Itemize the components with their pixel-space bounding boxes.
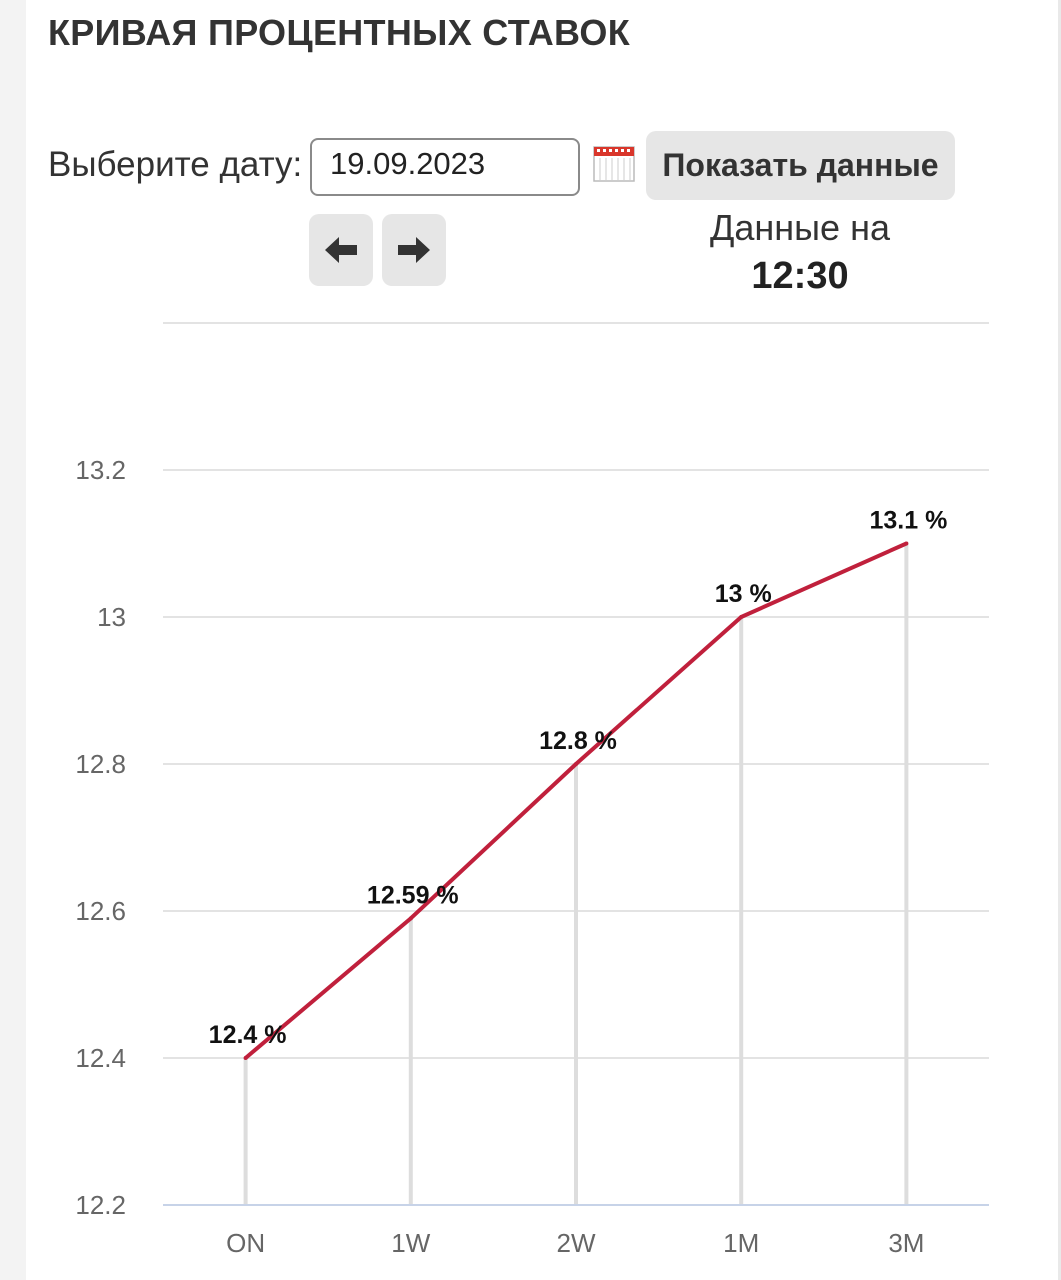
y-tick-label: 12.2 — [75, 1190, 126, 1220]
data-point — [574, 762, 578, 766]
previous-date-button[interactable] — [309, 214, 373, 286]
arrow-left-icon — [309, 235, 373, 265]
data-label: 13.1 % — [869, 507, 947, 535]
y-tick-label: 12.8 — [75, 749, 126, 779]
right-edge — [1058, 0, 1061, 1280]
data-label: 12.8 % — [539, 727, 617, 755]
next-date-button[interactable] — [382, 214, 446, 286]
yield-curve-chart: 12.2 12.4 12.6 12.8 13 13.2 12.4 % 12.59 % 12.8 … — [75, 322, 989, 1258]
calendar-icon[interactable] — [593, 146, 635, 182]
page-title: КРИВАЯ ПРОЦЕНТНЫХ СТАВОК — [48, 12, 631, 53]
arrow-right-icon — [382, 235, 446, 265]
date-input[interactable] — [310, 138, 580, 196]
data-label: 13 % — [715, 580, 772, 608]
x-tick-label: ON — [226, 1228, 265, 1258]
y-tick-label: 12.6 — [75, 896, 126, 926]
x-tick-label: 2W — [557, 1228, 596, 1258]
y-tick-label: 13 — [97, 602, 126, 632]
x-tick-label: 3M — [888, 1228, 924, 1258]
data-label: 12.4 % — [209, 1021, 287, 1049]
left-edge — [0, 0, 26, 1280]
x-tick-label: 1M — [723, 1228, 759, 1258]
data-point — [739, 615, 744, 619]
data-point — [243, 1056, 248, 1060]
date-label: Выберите дату: — [48, 145, 303, 184]
data-label: 12.59 % — [367, 881, 459, 909]
data-as-of-time: 12:30 — [751, 255, 849, 297]
y-tick-label: 12.4 — [75, 1043, 126, 1073]
y-tick-label: 13.2 — [75, 455, 126, 485]
x-tick-label: 1W — [391, 1228, 430, 1258]
data-point — [408, 916, 413, 921]
data-point — [904, 541, 909, 546]
data-as-of-label: Данные на — [710, 207, 890, 248]
show-data-button[interactable]: Показать данные — [646, 131, 955, 200]
